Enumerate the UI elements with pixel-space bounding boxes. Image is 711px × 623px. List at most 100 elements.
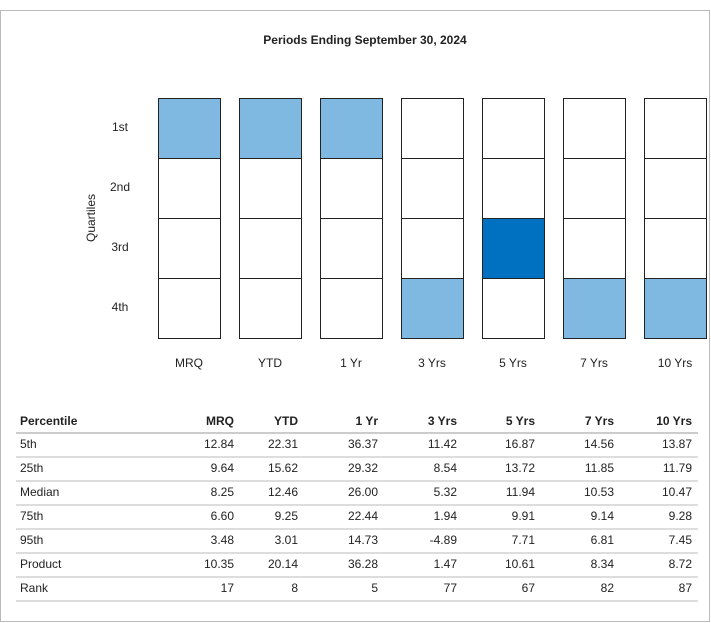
quartile-cell xyxy=(401,218,464,279)
table-header: 10 Yrs xyxy=(656,414,692,428)
table-cell: 10.53 xyxy=(584,485,614,499)
quartile-cell xyxy=(401,158,464,219)
quartile-cell xyxy=(320,278,383,339)
table-cell: Product xyxy=(20,557,62,571)
table-cell: 8 xyxy=(291,581,298,595)
quartile-label: 4th xyxy=(112,300,129,314)
quartile-cell xyxy=(563,218,626,279)
table-cell: 9.91 xyxy=(512,509,536,523)
table-header: 7 Yrs xyxy=(585,414,614,428)
quartile-cell xyxy=(644,218,707,279)
table-cell: 11.42 xyxy=(428,437,457,451)
period-label: 10 Yrs xyxy=(658,356,692,370)
table-cell: 10.35 xyxy=(204,557,234,571)
table-header: MRQ xyxy=(206,414,234,428)
quartile-highlight xyxy=(320,98,383,159)
table-cell: 6.81 xyxy=(591,533,615,547)
table-cell: 11.85 xyxy=(585,461,614,475)
table-cell: 6.60 xyxy=(211,509,235,523)
quartile-cell xyxy=(482,98,545,159)
table-cell: 77 xyxy=(444,581,458,595)
table-cell: 13.72 xyxy=(505,461,535,475)
table-cell: 36.28 xyxy=(348,557,378,571)
quartile-label: 3rd xyxy=(111,240,128,254)
table-cell: 36.37 xyxy=(348,437,378,451)
title: Periods Ending September 30, 2024 xyxy=(263,33,467,47)
table-cell: Rank xyxy=(20,581,49,595)
table-cell: 12.46 xyxy=(268,485,298,499)
period-label: 1 Yr xyxy=(340,356,362,370)
quartile-cell xyxy=(158,278,221,339)
quartile-cell xyxy=(320,158,383,219)
quartile-cell xyxy=(158,218,221,279)
quartile-cell xyxy=(644,98,707,159)
table-header: 1 Yr xyxy=(356,414,379,428)
table-cell: 7.45 xyxy=(669,533,693,547)
quartile-highlight xyxy=(563,278,626,339)
table-cell: 1.47 xyxy=(434,557,458,571)
table-cell: 67 xyxy=(522,581,536,595)
table-cell: 75th xyxy=(20,509,43,523)
quartile-cell xyxy=(320,218,383,279)
table-cell: 11.94 xyxy=(506,485,535,499)
table-header: YTD xyxy=(274,414,298,428)
table-cell: 10.61 xyxy=(505,557,535,571)
table-cell: 8.54 xyxy=(434,461,458,475)
table-cell: 10.47 xyxy=(662,485,692,499)
table-cell: 5.32 xyxy=(434,485,458,499)
table-cell: Median xyxy=(20,485,59,499)
y-axis-label: Quartiles xyxy=(84,194,98,242)
table-cell: 15.62 xyxy=(268,461,298,475)
quartile-cell xyxy=(239,218,302,279)
table-cell: 13.87 xyxy=(662,437,692,451)
period-label: 7 Yrs xyxy=(580,356,608,370)
table-cell: 12.84 xyxy=(204,437,234,451)
quartile-cell xyxy=(482,158,545,219)
period-label: YTD xyxy=(258,356,282,370)
table-cell: 7.71 xyxy=(512,533,536,547)
table-cell: 26.00 xyxy=(348,485,378,499)
table-cell: 1.94 xyxy=(434,509,458,523)
quartile-highlight xyxy=(401,278,464,339)
table-cell: -4.89 xyxy=(430,533,458,547)
table-cell: 9.64 xyxy=(211,461,235,475)
table-cell: 11.79 xyxy=(663,461,692,475)
quartile-highlight xyxy=(158,98,221,159)
table-cell: 5 xyxy=(371,581,378,595)
frame xyxy=(0,10,710,622)
table-cell: 14.56 xyxy=(584,437,614,451)
quartile-cell xyxy=(644,158,707,219)
table-header: Percentile xyxy=(20,414,78,428)
table-cell: 9.28 xyxy=(669,509,693,523)
table-cell: 3.48 xyxy=(211,533,235,547)
quartile-cell xyxy=(158,158,221,219)
table-cell: 25th xyxy=(20,461,43,475)
quartile-cell xyxy=(239,158,302,219)
table-cell: 8.34 xyxy=(591,557,615,571)
quartile-cell xyxy=(239,278,302,339)
table-cell: 3.01 xyxy=(275,533,299,547)
table-cell: 22.31 xyxy=(268,437,298,451)
period-label: MRQ xyxy=(175,356,203,370)
table-cell: 8.72 xyxy=(669,557,693,571)
quartile-cell xyxy=(401,98,464,159)
table-header: 3 Yrs xyxy=(428,414,457,428)
quartile-highlight xyxy=(239,98,302,159)
table-cell: 16.87 xyxy=(505,437,535,451)
quartile-highlight xyxy=(482,218,545,279)
period-label: 5 Yrs xyxy=(499,356,527,370)
table-cell: 5th xyxy=(20,437,37,451)
table-cell: 82 xyxy=(601,581,615,595)
quartile-label: 2nd xyxy=(110,180,130,194)
table-cell: 8.25 xyxy=(211,485,235,499)
quartile-cell xyxy=(482,278,545,339)
table-header: 5 Yrs xyxy=(506,414,535,428)
quartile-label: 1st xyxy=(112,120,129,134)
table-cell: 20.14 xyxy=(268,557,298,571)
table-cell: 9.14 xyxy=(591,509,615,523)
quartile-cell xyxy=(563,98,626,159)
table-cell: 14.73 xyxy=(348,533,378,547)
table-cell: 87 xyxy=(679,581,693,595)
period-label: 3 Yrs xyxy=(418,356,446,370)
